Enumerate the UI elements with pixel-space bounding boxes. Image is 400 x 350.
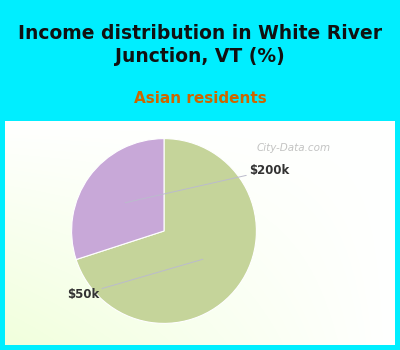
Text: $200k: $200k: [125, 164, 289, 203]
Text: Asian residents: Asian residents: [134, 91, 266, 106]
Wedge shape: [76, 139, 256, 323]
Text: Income distribution in White River
Junction, VT (%): Income distribution in White River Junct…: [18, 24, 382, 66]
Text: City-Data.com: City-Data.com: [256, 144, 330, 153]
Text: $50k: $50k: [67, 259, 203, 301]
Wedge shape: [72, 139, 164, 260]
